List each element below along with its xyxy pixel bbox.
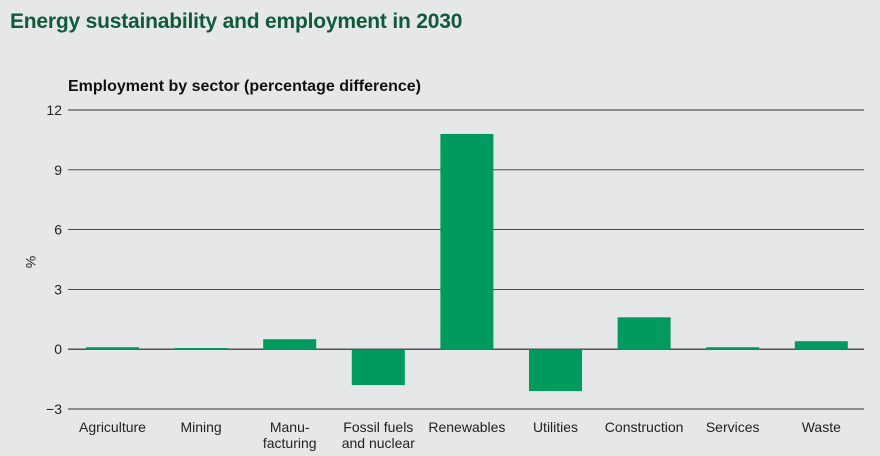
y-tick-label: 9	[54, 162, 62, 178]
x-category-label: Utilities	[533, 419, 578, 435]
bar	[263, 339, 317, 350]
x-category-label: Waste	[802, 419, 841, 435]
bar	[617, 317, 671, 350]
bar	[351, 349, 405, 386]
y-tick-label: −3	[46, 401, 62, 417]
bar	[86, 347, 139, 350]
x-category-label: Renewables	[428, 419, 505, 435]
bar	[440, 133, 494, 350]
page-title: Energy sustainability and employment in …	[10, 10, 463, 33]
x-category-label: Mining	[180, 419, 221, 435]
y-tick-label: 6	[54, 222, 62, 238]
x-category-label: Manu-	[270, 419, 310, 435]
y-axis-ticks: −3 0 3 6 9 12	[46, 102, 62, 417]
bar	[794, 341, 848, 350]
y-tick-label: 12	[46, 102, 62, 118]
bar	[529, 349, 582, 392]
chart-title: Employment by sector (percentage differe…	[68, 78, 421, 95]
bars	[86, 133, 848, 392]
x-axis-labels: Agriculture Mining Manu-facturing Fossil fu…	[79, 419, 841, 451]
x-category-label: Fossil fuels	[343, 419, 413, 435]
y-axis-label: %	[23, 256, 39, 268]
x-category-label: Services	[706, 419, 760, 435]
x-category-label: and nuclear	[342, 435, 416, 451]
x-category-label: Construction	[605, 419, 684, 435]
x-category-label: Agriculture	[79, 419, 146, 435]
y-tick-label: 0	[54, 341, 62, 357]
x-category-label: facturing	[263, 435, 317, 451]
bar	[174, 348, 228, 350]
y-tick-label: 3	[54, 281, 62, 297]
bar	[706, 347, 760, 350]
